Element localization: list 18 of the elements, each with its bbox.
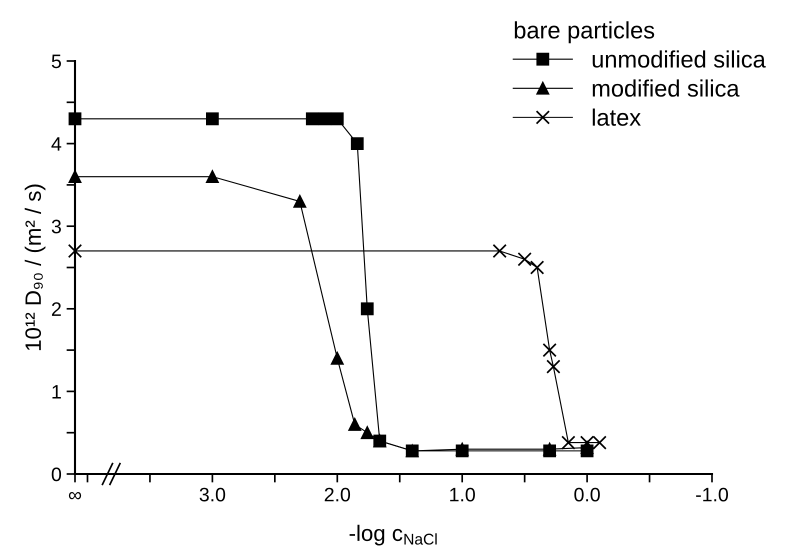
legend-label: modified silica — [592, 79, 740, 97]
x-tick-label: 1.0 — [450, 488, 475, 502]
y-tick-label: 0 — [52, 467, 62, 482]
legend-label: latex — [592, 108, 641, 126]
x-tick-label: 3.0 — [200, 488, 226, 502]
x-tick-label: -1.0 — [696, 488, 728, 502]
legend-title: bare particles — [514, 21, 654, 44]
x-tick-label: 2.0 — [324, 488, 350, 502]
legend-label: unmodified silica — [592, 50, 766, 68]
y-axis-title: 10¹² D₉₀ / (m² / s) — [24, 184, 46, 350]
y-tick-label: 1 — [52, 385, 61, 398]
y-tick-label: 3 — [52, 220, 61, 234]
x-tick-label: 0.0 — [574, 488, 600, 502]
x-tick-label: ∞ — [68, 492, 82, 500]
y-tick-label: 2 — [52, 302, 61, 316]
x-axis-title: -log c$_{NaCl}$ — [350, 524, 437, 546]
y-tick-label: 4 — [51, 137, 62, 151]
y-tick-label: 5 — [52, 54, 61, 68]
